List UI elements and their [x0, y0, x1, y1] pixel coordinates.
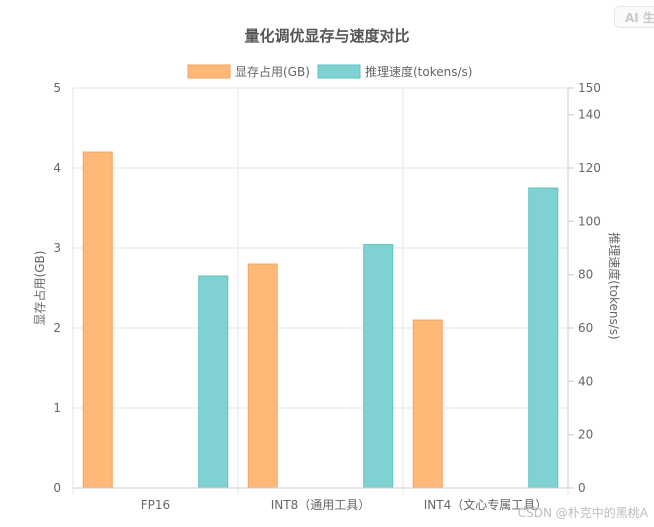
bar-memory: [412, 319, 443, 489]
bars: [82, 151, 559, 489]
y-right-tick-label: 40: [578, 374, 593, 388]
y-left-tick-label: 5: [53, 81, 61, 95]
y-left-tick-label: 0: [53, 481, 61, 495]
x-tick-label: FP16: [141, 498, 170, 512]
y-right-tick-label: 0: [578, 481, 586, 495]
legend: 显存占用(GB) 推理速度(tokens/s): [187, 64, 472, 79]
watermark: CSDN @朴克中的黑桃A: [517, 506, 648, 520]
y-right-tick-label: 120: [578, 161, 601, 175]
y-right-tick-label: 20: [578, 428, 593, 442]
y-left-tick-label: 3: [53, 241, 61, 255]
y-right-axis-title: 推理速度(tokens/s): [607, 232, 622, 339]
ai-badge[interactable]: AI 生: [614, 6, 654, 28]
chart-title: 量化调优显存与速度对比: [244, 27, 409, 45]
y-right-tick-label: 60: [578, 321, 593, 335]
legend-swatch: [317, 64, 361, 79]
legend-swatch: [187, 64, 231, 79]
bar-speed: [198, 275, 229, 489]
x-tick-label: INT4（文心专属工具）: [424, 497, 547, 512]
y-right-tick-label: 140: [578, 108, 601, 122]
y-right-tick-label: 100: [578, 214, 601, 228]
bar-memory: [82, 151, 113, 489]
bar-speed: [528, 187, 559, 489]
legend-label: 显存占用(GB): [235, 64, 310, 79]
x-tick-label: INT8（通用工具）: [271, 498, 370, 512]
legend-label: 推理速度(tokens/s): [365, 64, 472, 79]
bar-memory: [247, 263, 278, 489]
axes: 0 1 2 3 4 5 0 20 40 60 80 100 120 140 150 FP16 INT8（通用工具…: [32, 81, 622, 512]
y-left-tick-label: 2: [53, 321, 61, 335]
bar-speed: [363, 244, 394, 489]
y-right-tick-label: 150: [578, 81, 601, 95]
y-left-tick-label: 1: [53, 401, 61, 415]
y-right-tick-label: 80: [578, 268, 593, 282]
grid: [72, 87, 569, 494]
y-left-axis-title: 显存占用(GB): [32, 251, 47, 326]
y-left-tick-label: 4: [53, 161, 61, 175]
